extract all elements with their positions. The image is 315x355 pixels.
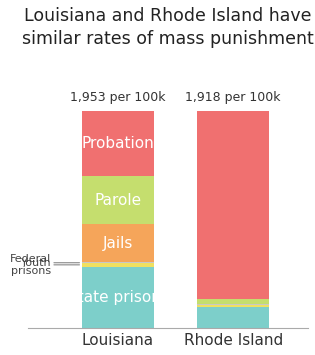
Bar bbox=[82, 111, 154, 176]
Text: State prisons: State prisons bbox=[67, 290, 169, 305]
Bar bbox=[82, 262, 154, 263]
Text: Parole: Parole bbox=[94, 193, 141, 208]
Text: 1,918 per 100k: 1,918 per 100k bbox=[186, 92, 281, 104]
Bar bbox=[82, 224, 154, 262]
Bar bbox=[82, 263, 154, 267]
Bar bbox=[198, 304, 269, 305]
Bar bbox=[198, 299, 269, 304]
Text: Federal
prisons: Federal prisons bbox=[10, 254, 79, 275]
Text: 1,953 per 100k: 1,953 per 100k bbox=[70, 92, 166, 104]
Bar bbox=[198, 307, 269, 328]
Bar bbox=[198, 305, 269, 307]
Bar bbox=[82, 176, 154, 224]
Bar bbox=[198, 111, 269, 299]
Text: Youth: Youth bbox=[20, 258, 79, 268]
Title: Louisiana and Rhode Island have
similar rates of mass punishment: Louisiana and Rhode Island have similar … bbox=[22, 7, 314, 48]
Bar bbox=[82, 267, 154, 328]
Text: Jails: Jails bbox=[103, 236, 133, 251]
Text: Probation: Probation bbox=[82, 136, 154, 151]
